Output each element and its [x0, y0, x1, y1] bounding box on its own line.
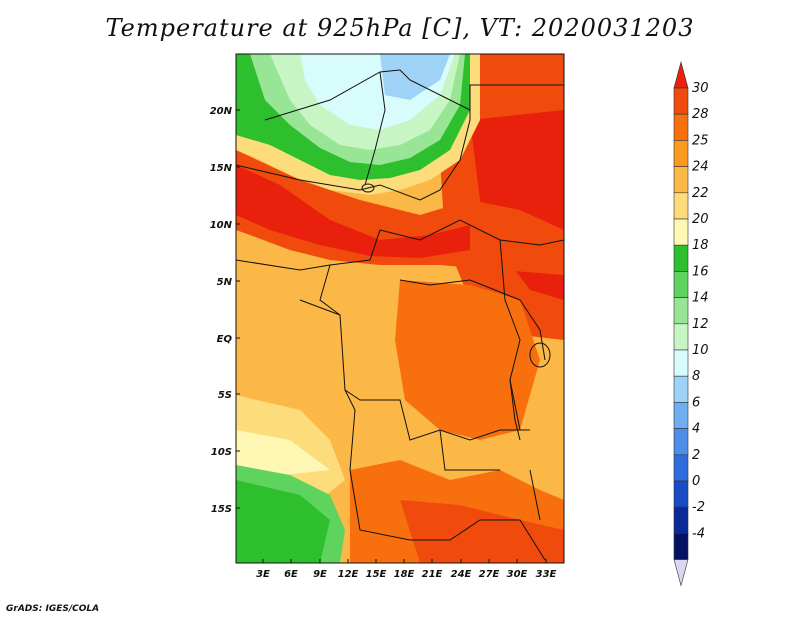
colorbar-label: 28 — [692, 107, 709, 122]
colorbar-swatch — [673, 506, 689, 534]
colorbar-swatch — [673, 375, 689, 403]
lat-label: 15N — [210, 163, 233, 174]
colorbar-label: 6 — [692, 395, 700, 410]
longitude-ticks — [262, 559, 547, 563]
colorbar-label: 8 — [692, 369, 700, 384]
colorbar-swatch — [673, 271, 689, 298]
colorbar-swatch — [673, 533, 689, 560]
colorbar-swatch — [673, 244, 689, 272]
colorbar-label: 10 — [692, 343, 709, 358]
country-borders — [236, 69, 564, 561]
lat-label: 5S — [218, 390, 232, 401]
lon-label: 6E — [284, 569, 298, 580]
colorbar-swatch — [673, 454, 689, 482]
colorbar-label: 12 — [692, 317, 709, 332]
lon-label: 30E — [507, 569, 528, 580]
colorbar-swatch — [673, 192, 689, 220]
lat-label: 5N — [217, 277, 233, 288]
colorbar-label: 24 — [692, 160, 709, 175]
colorbar-label: 16 — [692, 264, 709, 279]
colorbar-label: 18 — [692, 238, 709, 253]
colorbar-swatch — [673, 218, 689, 246]
lat-label: 20N — [210, 106, 233, 117]
colorbar-label: 0 — [692, 474, 700, 489]
colorbar-swatch — [673, 297, 689, 325]
lon-label: 12E — [338, 569, 359, 580]
lat-label: 10N — [210, 220, 233, 231]
colorbar-top-triangle — [673, 60, 689, 89]
colorbar-bottom-triangle — [673, 559, 689, 587]
colorbar-label: -2 — [692, 500, 705, 515]
lon-label: 9E — [313, 569, 327, 580]
grads-credit: GrADS: IGES/COLA — [6, 604, 100, 614]
longitude-labels: 3E 6E 9E 12E 15E 18E 21E 24E 27E 30E 33E — [256, 569, 556, 580]
lon-label: 24E — [451, 569, 472, 580]
colorbar-label: 14 — [692, 291, 709, 306]
lakes — [361, 183, 551, 521]
chart-title: Temperature at 925hPa [C], VT: 202003120… — [105, 14, 695, 42]
colorbar-label: -4 — [692, 526, 705, 541]
colorbar-label: 4 — [692, 422, 700, 437]
lon-label: 3E — [256, 569, 270, 580]
lon-label: 33E — [536, 569, 557, 580]
colorbar-label: 22 — [692, 186, 709, 201]
colorbar-label: 30 — [692, 81, 709, 96]
lon-label: 21E — [422, 569, 443, 580]
colorbar-swatch — [673, 349, 689, 377]
latitude-labels: 20N 15N 10N 5N EQ 5S 10S 15S — [210, 106, 233, 515]
colorbar-swatch — [673, 113, 689, 141]
lat-label: EQ — [217, 334, 233, 345]
map-frame — [235, 53, 565, 564]
lat-label: 10S — [211, 447, 232, 458]
temperature-field — [236, 54, 564, 563]
colorbar-swatch — [673, 428, 689, 456]
lon-label: 15E — [366, 569, 387, 580]
colorbar-swatch — [673, 323, 689, 351]
latitude-ticks — [236, 109, 240, 509]
colorbar-swatch — [673, 87, 689, 115]
lon-label: 18E — [394, 569, 415, 580]
colorbar-swatch — [673, 166, 689, 194]
colorbar-swatch — [673, 480, 689, 508]
colorbar-label: 20 — [692, 212, 709, 227]
colorbar-swatch — [673, 140, 689, 167]
colorbar-label: 25 — [692, 133, 709, 148]
colorbar-swatch — [673, 402, 689, 429]
colorbar-label: 2 — [692, 448, 700, 463]
lon-label: 27E — [479, 569, 500, 580]
lat-label: 15S — [211, 504, 232, 515]
